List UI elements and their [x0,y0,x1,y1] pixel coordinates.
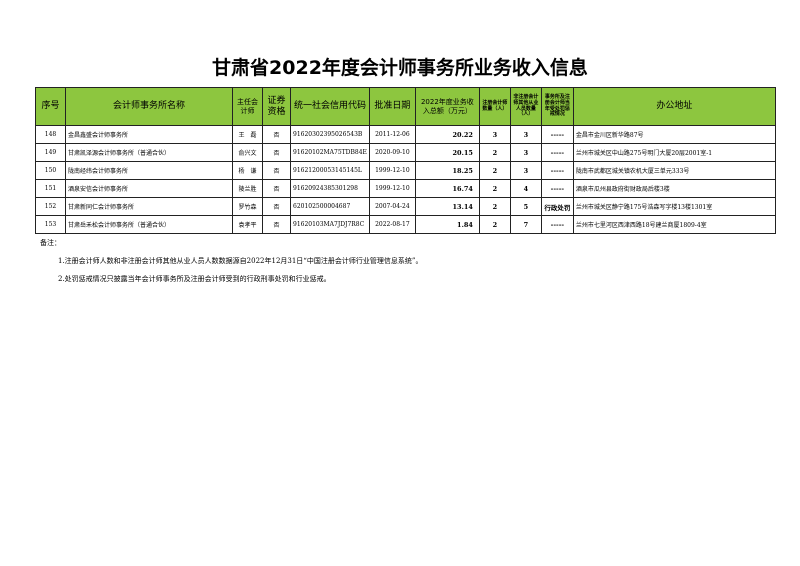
col-header-revenue: 2022年度业务收入总额（万元） [414,87,480,126]
col-header-director: 主任会计师 [232,87,263,126]
col-header-address: 办公地址 [572,87,776,126]
cell-securities-qualification: 否 [262,143,291,162]
cell-firm-name: 金昌鑫盛会计师事务所 [65,125,233,144]
col-header-cpa-count: 注册会计师数量（人） [478,87,511,126]
income-table: 序号 会计师事务所名称 主任会计师 证券资格 统一社会信用代码 批准日期 202… [35,87,776,234]
cell-index: 149 [35,143,66,162]
cell-revenue: 20.15 [414,143,480,162]
col-header-securities: 证券资格 [262,87,291,126]
table-row: 153 甘肃岳禾松会计师事务所（普通合伙） 袁孝平否 91620103MA7JDJ7R… [35,215,776,234]
cell-address: 兰州市城关区中山路275号明门大厦20层2001室-1 [572,143,776,162]
col-header-approval-date: 批准日期 [368,87,416,126]
cell-securities-qualification: 否 [262,125,291,144]
table-row: 150 陇南经纬会计师事务所杨 谦否 91621200053145145L 1999-… [35,161,776,180]
cell-penalties: ----- [540,125,574,144]
cell-cpa-count: 2 [478,143,511,162]
cell-other-staff-count: 7 [509,215,542,234]
cell-securities-qualification: 否 [262,161,291,180]
cell-cpa-count: 2 [478,215,511,234]
col-header-index: 序号 [35,87,66,126]
cell-index: 153 [35,215,66,234]
cell-director: 袁孝平 [232,215,263,234]
table-row: 152 甘肃新同仁会计师事务所 罗竹森否 620102500004687 2007-04… [35,197,776,216]
cell-firm-name: 甘肃岳禾松会计师事务所（普通合伙） [65,215,233,234]
cell-penalties: ----- [540,143,574,162]
cell-index: 150 [35,161,66,180]
col-header-penalties: 事务所及注册会计师当年受处罚惩戒情况 [540,87,574,126]
cell-director: 罗竹森 [232,197,263,216]
cell-index: 152 [35,197,66,216]
cell-other-staff-count: 4 [509,179,542,198]
cell-address: 兰州市七里河区西津西路18号建兰商厦1809-4室 [572,215,776,234]
cell-cpa-count: 2 [478,197,511,216]
col-header-other-staff: 非注册会计师其他从业人员数量（人） [509,87,542,126]
cell-securities-qualification: 否 [262,179,291,198]
table-row: 151 酒泉安信会计师事务所 陵兰胜否 91620924385301298 1999-1… [35,179,776,198]
cell-address: 酒泉市瓜州县政府街财政局后楼3楼 [572,179,776,198]
cell-director: 陵兰胜 [232,179,263,198]
cell-approval-date: 2020-09-10 [368,143,416,162]
cell-credit-code: 91620103MA7JDJ7R8C [290,215,370,234]
cell-penalties: ----- [540,215,574,234]
cell-securities-qualification: 否 [262,197,291,216]
cell-cpa-count: 3 [478,125,511,144]
cell-penalties: ----- [540,179,574,198]
cell-firm-name: 甘肃凯泽源会计师事务所（普通合伙） [65,143,233,162]
cell-credit-code: 91620302395026543B [290,125,370,144]
page-title: 甘肃省2022年度会计师事务所业务收入信息 [212,57,588,79]
cell-address: 陇南市武都区城关镇农机大厦三单元333号 [572,161,776,180]
cell-penalties: 行政处罚 [540,197,574,216]
cell-approval-date: 1999-12-10 [368,161,416,180]
cell-revenue: 1.84 [414,215,480,234]
cell-index: 148 [35,125,66,144]
cell-index: 151 [35,179,66,198]
cell-other-staff-count: 3 [509,161,542,180]
cell-other-staff-count: 3 [509,125,542,144]
cell-securities-qualification: 否 [262,215,291,234]
note-item: 2.处罚惩戒情况只披露当年会计师事务所及注册会计师受到的行政刑事处罚和行业惩戒。 [58,275,331,283]
cell-other-staff-count: 3 [509,143,542,162]
notes-label: 备注： [40,239,61,247]
cell-firm-name: 甘肃新同仁会计师事务所 [65,197,233,216]
table-row: 149 甘肃凯泽源会计师事务所（普通合伙） 俞兴文否 91620102MA75TDB8… [35,143,776,162]
cell-firm-name: 陇南经纬会计师事务所 [65,161,233,180]
cell-revenue: 13.14 [414,197,480,216]
cell-address: 金昌市金川区新华路87号 [572,125,776,144]
cell-approval-date: 2011-12-06 [368,125,416,144]
cell-approval-date: 1999-12-10 [368,179,416,198]
cell-approval-date: 2007-04-24 [368,197,416,216]
notes: 备注： 1.注册会计师人数和非注册会计师其他从业人员人数数据源自2022年12月… [40,238,422,292]
cell-cpa-count: 2 [478,161,511,180]
cell-cpa-count: 2 [478,179,511,198]
cell-other-staff-count: 5 [509,197,542,216]
cell-director: 王 磊 [232,125,263,144]
cell-director: 俞兴文 [232,143,263,162]
note-item: 1.注册会计师人数和非注册会计师其他从业人员人数数据源自2022年12月31日“… [58,257,423,265]
cell-credit-code: 91620102MA75TDB84E [290,143,370,162]
cell-approval-date: 2022-08-17 [368,215,416,234]
col-header-firm: 会计师事务所名称 [65,87,233,126]
cell-penalties: ----- [540,161,574,180]
table-row: 148 金昌鑫盛会计师事务所王 磊否 91620302395026543B 2011-… [35,125,776,144]
cell-revenue: 20.22 [414,125,480,144]
cell-director: 杨 谦 [232,161,263,180]
cell-credit-code: 620102500004687 [290,197,370,216]
cell-credit-code: 91621200053145145L [290,161,370,180]
col-header-credit-code: 统一社会信用代码 [290,87,370,126]
cell-revenue: 16.74 [414,179,480,198]
cell-address: 兰州市城关区静宁路175号浩森写字楼13楼1301室 [572,197,776,216]
cell-credit-code: 91620924385301298 [290,179,370,198]
cell-firm-name: 酒泉安信会计师事务所 [65,179,233,198]
cell-revenue: 18.25 [414,161,480,180]
header-row: 序号 会计师事务所名称 主任会计师 证券资格 统一社会信用代码 批准日期 202… [35,87,776,126]
